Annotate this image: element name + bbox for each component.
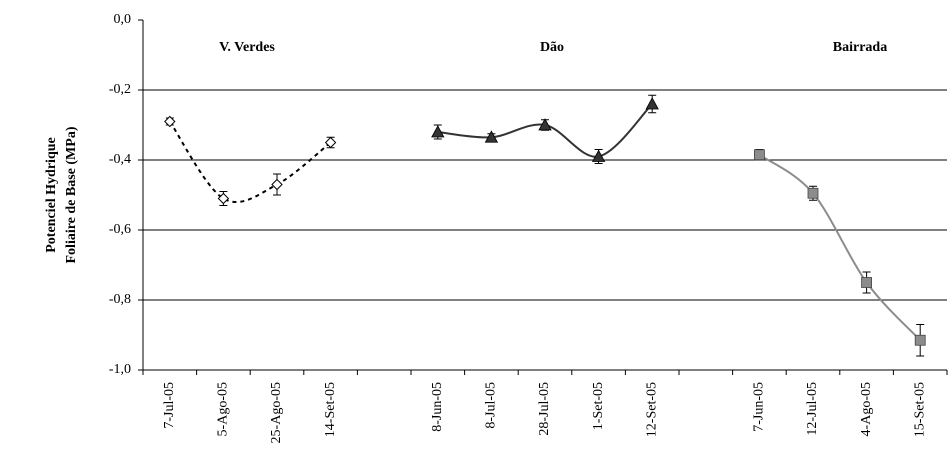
x-tick-label: 25-Ago-05 — [269, 382, 284, 443]
marker — [645, 97, 659, 110]
x-tick-label: 12-Jul-05 — [805, 382, 820, 436]
x-tick-label: 28-Jul-05 — [537, 382, 552, 436]
marker — [861, 277, 872, 288]
x-tick-label: 4-Ago-05 — [859, 382, 874, 436]
y-tick-label: -0,6 — [109, 222, 131, 237]
marker — [754, 149, 765, 161]
y-axis-label: Potenciel Hydrique — [44, 137, 59, 253]
marker — [807, 187, 819, 199]
x-tick-label: 8-Jun-05 — [430, 382, 445, 432]
group-label: V. Verdes — [219, 40, 275, 55]
marker — [591, 149, 606, 162]
marker — [914, 334, 926, 346]
marker — [164, 115, 176, 128]
x-tick-label: 15-Set-05 — [912, 382, 927, 437]
marker — [431, 125, 445, 138]
marker — [217, 192, 230, 205]
y-tick-label: -1,0 — [109, 362, 131, 377]
x-tick-label: 8-Jul-05 — [484, 382, 499, 429]
x-tick-label: 14-Set-05 — [323, 382, 338, 437]
y-tick-label: -0,4 — [109, 152, 131, 167]
marker — [484, 130, 499, 143]
marker — [538, 118, 552, 131]
y-tick-label: 0,0 — [114, 12, 132, 27]
x-tick-label: 7-Jun-05 — [752, 382, 767, 432]
y-tick-label: -0,2 — [109, 82, 131, 97]
group-label: Dão — [540, 40, 564, 55]
x-tick-label: 1-Set-05 — [591, 382, 606, 430]
y-tick-label: -0,8 — [109, 292, 131, 307]
marker — [271, 178, 283, 191]
x-tick-label: 12-Set-05 — [644, 382, 659, 437]
marker — [324, 136, 337, 149]
series-line — [758, 153, 921, 341]
y-axis-label: Foliaire de Base (MPa) — [64, 126, 79, 263]
x-tick-label: 7-Jul-05 — [162, 382, 177, 429]
group-label: Bairrada — [833, 40, 887, 55]
series-line — [168, 120, 332, 204]
x-tick-label: 5-Ago-05 — [216, 382, 231, 436]
